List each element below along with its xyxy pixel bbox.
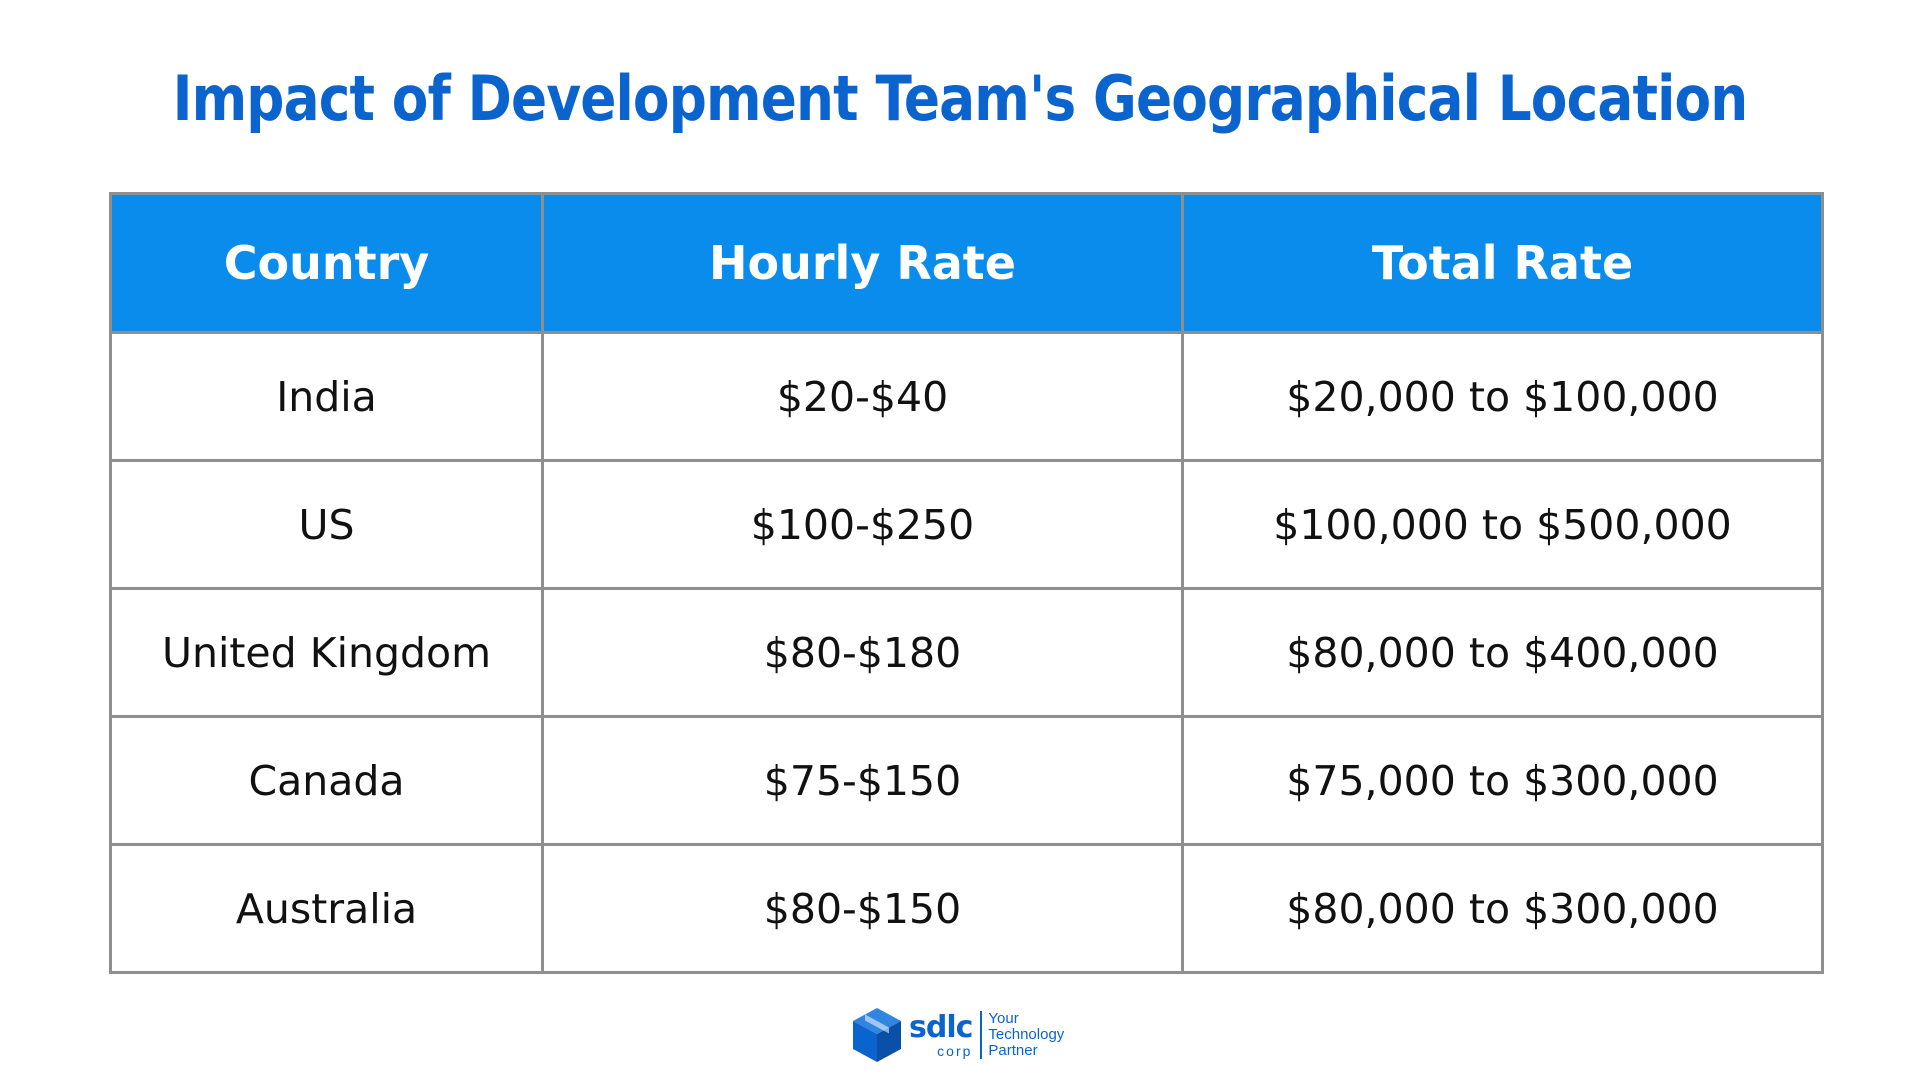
cell-hourly-rate: $20-$40 (541, 331, 1184, 462)
cell-country: Australia (109, 843, 544, 974)
table-row: United Kingdom $80-$180 $80,000 to $400,… (109, 587, 1824, 718)
rates-table: Country Hourly Rate Total Rate India $20… (109, 192, 1824, 974)
logo-sub: corp (937, 1042, 973, 1059)
table-row: US $100-$250 $100,000 to $500,000 (109, 459, 1824, 590)
header-country: Country (109, 192, 544, 334)
cell-total-rate: $75,000 to $300,000 (1181, 715, 1824, 846)
tagline-line: Technology (988, 1026, 1065, 1043)
cell-country: United Kingdom (109, 587, 544, 718)
table-row: Canada $75-$150 $75,000 to $300,000 (109, 715, 1824, 846)
header-total-rate: Total Rate (1181, 192, 1824, 334)
cell-total-rate: $20,000 to $100,000 (1181, 331, 1824, 462)
logo-name: sdlc (909, 1009, 973, 1045)
cell-hourly-rate: $80-$180 (541, 587, 1184, 718)
cell-hourly-rate: $75-$150 (541, 715, 1184, 846)
cell-total-rate: $100,000 to $500,000 (1181, 459, 1824, 590)
header-hourly-rate: Hourly Rate (541, 192, 1184, 334)
page-title: Impact of Development Team's Geographica… (172, 62, 1749, 135)
logo-divider (980, 1011, 983, 1059)
cell-country: India (109, 331, 544, 462)
tagline-line: Your (988, 1010, 1019, 1027)
cell-country: US (109, 459, 544, 590)
table-row: Australia $80-$150 $80,000 to $300,000 (109, 843, 1824, 974)
table-row: India $20-$40 $20,000 to $100,000 (109, 331, 1824, 462)
cell-hourly-rate: $100-$250 (541, 459, 1184, 590)
cube-icon (851, 1006, 903, 1064)
cell-total-rate: $80,000 to $300,000 (1181, 843, 1824, 974)
tagline-line: Partner (988, 1042, 1038, 1059)
cell-country: Canada (109, 715, 544, 846)
company-logo: sdlc corp Your Technology Partner (851, 1005, 1064, 1065)
cell-hourly-rate: $80-$150 (541, 843, 1184, 974)
cell-total-rate: $80,000 to $400,000 (1181, 587, 1824, 718)
table-header-row: Country Hourly Rate Total Rate (109, 192, 1824, 334)
logo-tagline: Your Technology Partner (988, 1011, 1064, 1059)
